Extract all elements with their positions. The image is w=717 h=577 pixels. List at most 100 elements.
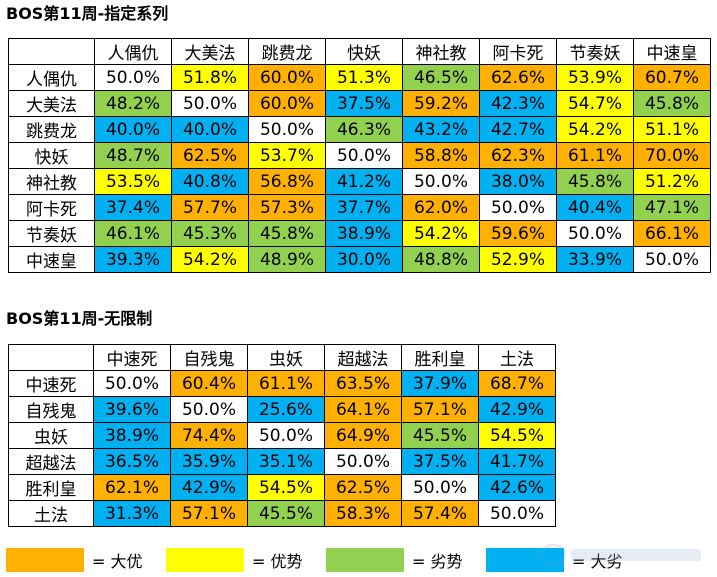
table-row: 阿卡死 37.4% 57.7% 57.3% 37.7% 62.0% 50.0% 40.4% 47…: [8, 194, 711, 221]
column-header: 自残鬼: [170, 344, 248, 371]
winrate-cell: 45.8%: [633, 90, 711, 117]
winrate-cell: 46.3%: [325, 116, 403, 143]
winrate-cell: 61.1%: [247, 370, 325, 397]
winrate-cell: 38.9%: [93, 422, 171, 449]
table-corner-cell: [8, 38, 95, 65]
row-header: 自残鬼: [8, 396, 94, 423]
winrate-cell: 45.5%: [247, 500, 325, 527]
winrate-cell: 59.6%: [479, 220, 557, 247]
matchup-table-1: 人偶仇 大美法 跳费龙 快妖 神社教 阿卡死 节奏妖 中速皇 人偶仇 50.0% 51.8% 60.…: [8, 38, 711, 273]
column-header: 人偶仇: [94, 38, 172, 65]
winrate-cell: 40.0%: [171, 116, 249, 143]
winrate-cell: 45.8%: [248, 220, 326, 247]
winrate-cell: 57.1%: [401, 396, 479, 423]
column-header: 胜利皇: [401, 344, 479, 371]
column-header: 大美法: [171, 38, 249, 65]
winrate-cell: 46.1%: [94, 220, 172, 247]
column-header: 超越法: [324, 344, 402, 371]
column-header: 节奏妖: [556, 38, 634, 65]
winrate-cell: 30.0%: [325, 246, 403, 273]
winrate-cell: 42.9%: [170, 474, 248, 501]
winrate-cell: 50.0%: [633, 246, 711, 273]
winrate-cell: 62.5%: [324, 474, 402, 501]
winrate-cell: 51.1%: [633, 116, 711, 143]
winrate-cell: 64.9%: [324, 422, 402, 449]
winrate-cell: 51.8%: [171, 64, 249, 91]
winrate-cell: 58.3%: [324, 500, 402, 527]
winrate-cell: 51.2%: [633, 168, 711, 195]
legend-item: = 劣势: [326, 548, 468, 572]
winrate-cell: 45.5%: [401, 422, 479, 449]
table-row: 中速死 50.0% 60.4% 61.1% 63.5% 37.9% 68.7%: [8, 370, 556, 397]
legend-swatch: [166, 548, 244, 572]
winrate-cell: 50.0%: [402, 168, 480, 195]
winrate-cell: 50.0%: [401, 474, 479, 501]
table-row: 土法 31.3% 57.1% 45.5% 58.3% 57.4% 50.0%: [8, 500, 556, 527]
winrate-cell: 54.2%: [402, 220, 480, 247]
legend-swatch: [326, 548, 404, 572]
winrate-cell: 31.3%: [93, 500, 171, 527]
column-header: 虫妖: [247, 344, 325, 371]
winrate-cell: 42.3%: [479, 90, 557, 117]
winrate-cell: 43.2%: [402, 116, 480, 143]
legend-swatch: [6, 548, 84, 572]
winrate-cell: 60.0%: [248, 64, 326, 91]
winrate-cell: 35.1%: [247, 448, 325, 475]
row-header: 大美法: [8, 90, 95, 117]
winrate-cell: 45.8%: [556, 168, 634, 195]
row-header: 超越法: [8, 448, 94, 475]
winrate-cell: 56.8%: [248, 168, 326, 195]
winrate-cell: 53.5%: [94, 168, 172, 195]
winrate-cell: 64.1%: [324, 396, 402, 423]
winrate-cell: 74.4%: [170, 422, 248, 449]
winrate-cell: 42.6%: [478, 474, 556, 501]
winrate-cell: 62.1%: [93, 474, 171, 501]
winrate-cell: 48.9%: [248, 246, 326, 273]
winrate-cell: 47.1%: [633, 194, 711, 221]
winrate-cell: 50.0%: [247, 422, 325, 449]
column-header: 中速皇: [633, 38, 711, 65]
winrate-cell: 60.4%: [170, 370, 248, 397]
winrate-cell: 57.3%: [248, 194, 326, 221]
winrate-cell: 62.6%: [479, 64, 557, 91]
winrate-cell: 57.1%: [170, 500, 248, 527]
winrate-cell: 54.2%: [171, 246, 249, 273]
winrate-cell: 62.0%: [402, 194, 480, 221]
table-row: 中速皇 39.3% 54.2% 48.9% 30.0% 48.8% 52.9% 33.9% 50…: [8, 246, 711, 273]
winrate-cell: 50.0%: [170, 396, 248, 423]
winrate-cell: 39.6%: [93, 396, 171, 423]
winrate-cell: 48.7%: [94, 142, 172, 169]
winrate-cell: 53.9%: [556, 64, 634, 91]
winrate-cell: 50.0%: [325, 142, 403, 169]
table-row: 胜利皇 62.1% 42.9% 54.5% 62.5% 50.0% 42.6%: [8, 474, 556, 501]
winrate-cell: 50.0%: [324, 448, 402, 475]
row-header: 虫妖: [8, 422, 94, 449]
winrate-cell: 40.4%: [556, 194, 634, 221]
matchup-table-2-title: BOS第11周-无限制: [6, 309, 153, 328]
winrate-cell: 40.8%: [171, 168, 249, 195]
table-row: 大美法 48.2% 50.0% 60.0% 37.5% 59.2% 42.3% 54.7% 45…: [8, 90, 711, 117]
winrate-cell: 37.4%: [94, 194, 172, 221]
winrate-cell: 48.2%: [94, 90, 172, 117]
winrate-cell: 50.0%: [94, 64, 172, 91]
winrate-cell: 50.0%: [556, 220, 634, 247]
winrate-cell: 45.3%: [171, 220, 249, 247]
winrate-cell: 37.7%: [325, 194, 403, 221]
winrate-cell: 50.0%: [171, 90, 249, 117]
winrate-cell: 53.7%: [248, 142, 326, 169]
winrate-cell: 36.5%: [93, 448, 171, 475]
legend-item: = 大劣: [486, 548, 628, 572]
winrate-cell: 33.9%: [556, 246, 634, 273]
table-row: 快妖 48.7% 62.5% 53.7% 50.0% 58.8% 62.3% 61.1% 70.…: [8, 142, 711, 169]
row-header: 人偶仇: [8, 64, 95, 91]
winrate-cell: 70.0%: [633, 142, 711, 169]
winrate-cell: 54.5%: [478, 422, 556, 449]
winrate-cell: 40.0%: [94, 116, 172, 143]
row-header: 胜利皇: [8, 474, 94, 501]
winrate-cell: 25.6%: [247, 396, 325, 423]
row-header: 中速死: [8, 370, 94, 397]
legend-label: = 劣势: [412, 552, 463, 571]
table-row: 虫妖 38.9% 74.4% 50.0% 64.9% 45.5% 54.5%: [8, 422, 556, 449]
winrate-cell: 54.7%: [556, 90, 634, 117]
column-header: 阿卡死: [479, 38, 557, 65]
